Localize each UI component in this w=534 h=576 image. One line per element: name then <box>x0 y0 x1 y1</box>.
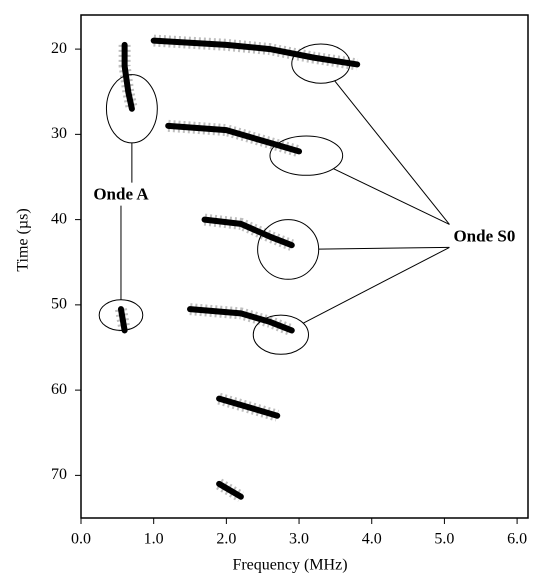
y-tick-label: 40 <box>51 210 67 227</box>
x-tick-label: 0.0 <box>71 531 91 548</box>
y-axis-label: Time (µs) <box>15 208 32 271</box>
ridge-halo <box>118 44 138 111</box>
ridge-halo <box>189 303 294 337</box>
ridge-halo <box>216 478 244 502</box>
ridge <box>117 306 128 334</box>
ridge-halo <box>115 308 131 332</box>
x-tick-label: 3.0 <box>289 531 309 548</box>
plot-frame <box>80 14 529 519</box>
highlight-ellipse <box>269 135 344 176</box>
annotation: Onde A <box>93 185 149 204</box>
y-tick-label: 30 <box>51 125 67 142</box>
x-tick-label: 1.0 <box>144 531 164 548</box>
leader-line <box>333 168 450 225</box>
ridge-halo <box>153 34 359 71</box>
x-tick-label: 4.0 <box>362 531 382 548</box>
leader-line <box>334 80 450 225</box>
highlight-ellipse <box>257 219 320 280</box>
x-tick-label: 5.0 <box>434 531 454 548</box>
x-tick-label: 2.0 <box>216 531 236 548</box>
leader-line <box>302 246 450 324</box>
annotation: Onde S0 <box>453 226 515 245</box>
ridge-halo <box>203 213 294 251</box>
highlight-ellipse <box>105 74 158 144</box>
x-tick-label: 6.0 <box>507 531 527 548</box>
y-tick-label: 20 <box>51 40 67 57</box>
ridge <box>121 41 135 112</box>
ridge <box>216 480 244 500</box>
y-tick-label: 70 <box>51 466 67 483</box>
y-tick-label: 50 <box>51 296 67 313</box>
highlight-ellipse <box>291 43 351 84</box>
ridge <box>150 37 361 68</box>
x-axis-label: Frequency (MHz) <box>232 557 347 574</box>
ridge <box>165 122 303 155</box>
y-tick-label: 60 <box>51 381 67 398</box>
ridge-halo <box>167 119 301 158</box>
ridge <box>201 216 295 249</box>
ridge <box>216 395 281 419</box>
highlight-ellipse <box>252 314 309 355</box>
leader-line <box>318 246 450 250</box>
ridge-halo <box>217 392 279 422</box>
ridge <box>187 306 295 334</box>
